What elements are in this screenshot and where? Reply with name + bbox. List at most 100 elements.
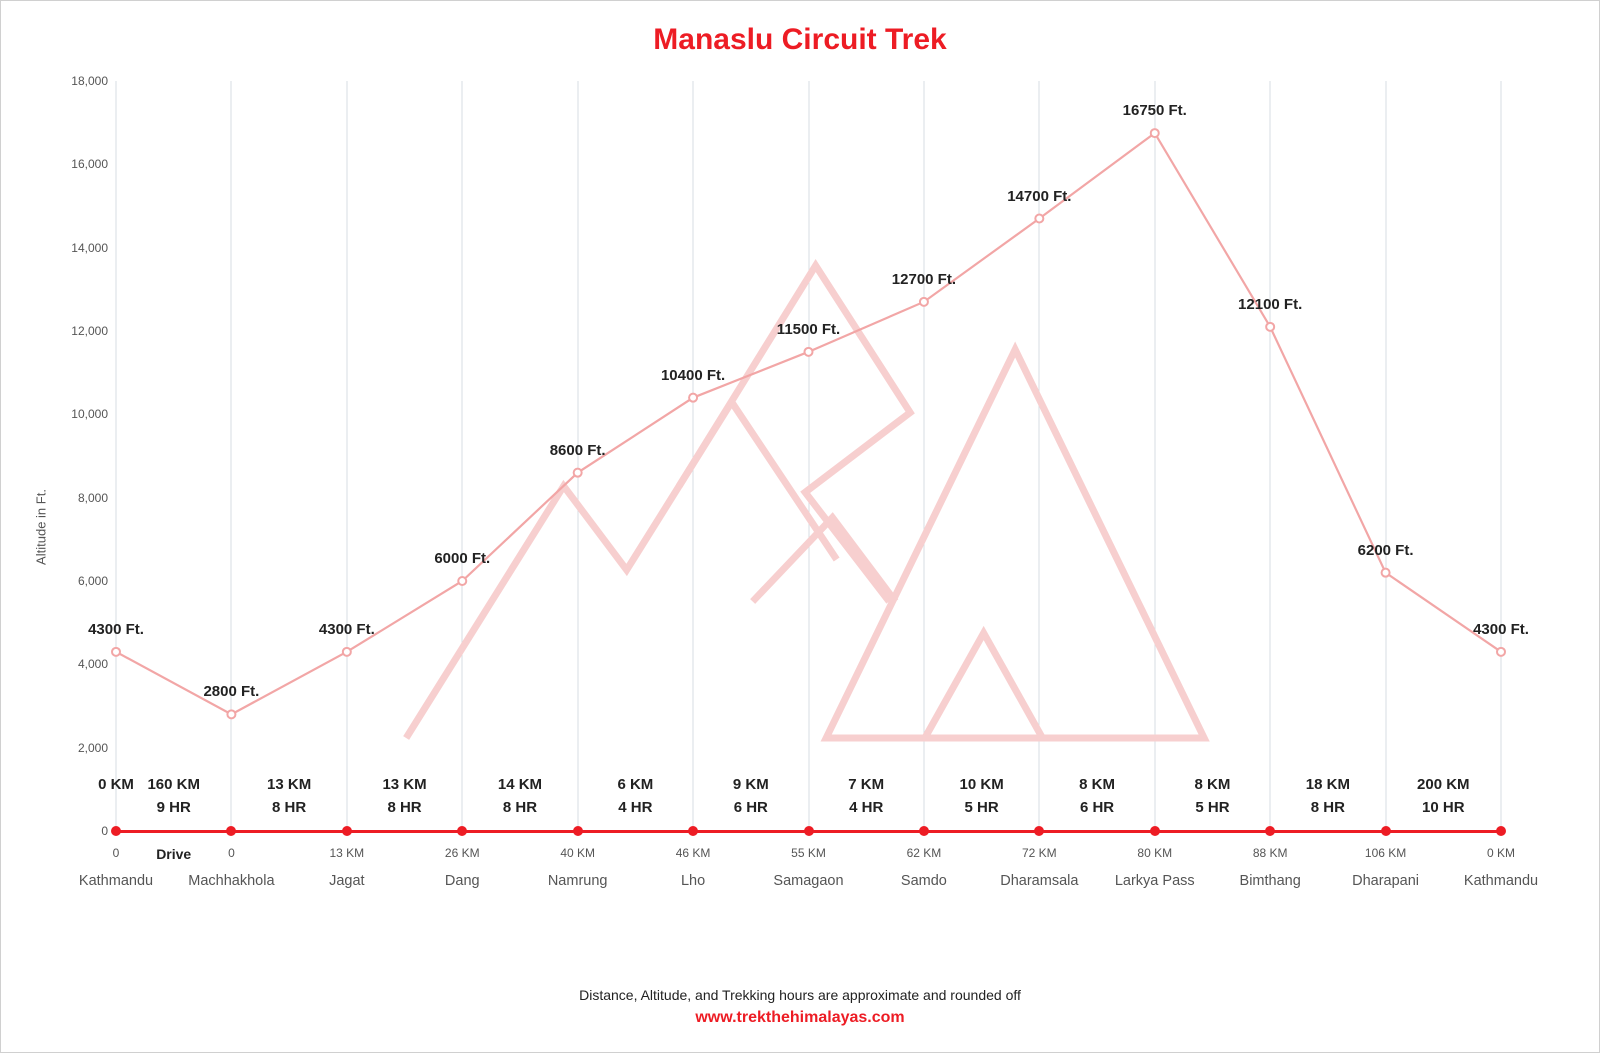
segment-hours-label: 4 HR — [849, 799, 883, 816]
altitude-label: 12700 Ft. — [892, 271, 956, 288]
baseline-dot — [1265, 826, 1275, 836]
baseline-dot — [573, 826, 583, 836]
altitude-point — [920, 298, 928, 306]
cumulative-distance-label: 46 KM — [676, 846, 711, 860]
baseline-dot — [919, 826, 929, 836]
segment-distance-label: 0 KM — [98, 776, 134, 793]
segment-hours-label: 5 HR — [1195, 799, 1229, 816]
segment-hours-label: 6 HR — [734, 799, 768, 816]
segment-hours-label: 8 HR — [387, 799, 421, 816]
altitude-label: 14700 Ft. — [1007, 188, 1071, 205]
altitude-label: 4300 Ft. — [88, 621, 144, 638]
altitude-point — [1497, 648, 1505, 656]
y-tick-label: 2,000 — [78, 741, 116, 755]
segment-hours-label: 8 HR — [1311, 799, 1345, 816]
segment-distance-label: 9 KM — [733, 776, 769, 793]
baseline-dot — [226, 826, 236, 836]
altitude-point — [1266, 323, 1274, 331]
altitude-point — [112, 648, 120, 656]
location-label: Samagaon — [773, 873, 843, 889]
location-label: Jagat — [329, 873, 364, 889]
altitude-point — [574, 469, 582, 477]
footer-url: www.trekthehimalayas.com — [1, 1009, 1599, 1027]
cumulative-distance-label: 88 KM — [1253, 846, 1288, 860]
baseline-dot — [804, 826, 814, 836]
cumulative-distance-label: 0 — [113, 846, 120, 860]
cumulative-distance-label: 55 KM — [791, 846, 826, 860]
watermark-path — [679, 266, 910, 602]
location-label: Dang — [445, 873, 480, 889]
altitude-label: 2800 Ft. — [203, 683, 259, 700]
location-label: Samdo — [901, 873, 947, 889]
y-tick-label: 16,000 — [71, 157, 116, 171]
baseline-dot — [457, 826, 467, 836]
altitude-label: 4300 Ft. — [1473, 621, 1529, 638]
altitude-point — [1035, 215, 1043, 223]
segment-distance-label: 7 KM — [848, 776, 884, 793]
altitude-point — [805, 348, 813, 356]
location-label: Larkya Pass — [1115, 873, 1195, 889]
drive-label: Drive — [156, 846, 191, 862]
watermark-path — [753, 518, 896, 602]
line-overlay — [116, 81, 1501, 831]
cumulative-distance-label: 80 KM — [1137, 846, 1172, 860]
segment-distance-label: 6 KM — [617, 776, 653, 793]
location-label: Dharamsala — [1000, 873, 1078, 889]
chart-title: Manaslu Circuit Trek — [1, 23, 1599, 57]
watermark-path — [925, 633, 1043, 738]
segment-hours-label: 8 HR — [272, 799, 306, 816]
y-tick-label: 14,000 — [71, 241, 116, 255]
segment-hours-label: 8 HR — [503, 799, 537, 816]
cumulative-distance-label: 106 KM — [1365, 846, 1406, 860]
baseline-dot — [1034, 826, 1044, 836]
segment-distance-label: 8 KM — [1079, 776, 1115, 793]
altitude-point — [1382, 569, 1390, 577]
footer: Distance, Altitude, and Trekking hours a… — [1, 987, 1599, 1027]
altitude-label: 4300 Ft. — [319, 621, 375, 638]
y-tick-label: 4,000 — [78, 657, 116, 671]
baseline-dot — [688, 826, 698, 836]
cumulative-distance-label: 72 KM — [1022, 846, 1057, 860]
altitude-label: 11500 Ft. — [777, 321, 840, 338]
location-label: Namrung — [548, 873, 608, 889]
chart-frame: Manaslu Circuit Trek Altitude in Ft. 02,… — [0, 0, 1600, 1053]
cumulative-distance-label: 0 KM — [1487, 846, 1515, 860]
cumulative-distance-label: 26 KM — [445, 846, 480, 860]
location-label: Kathmandu — [1464, 873, 1538, 889]
altitude-point — [227, 710, 235, 718]
y-tick-label: 6,000 — [78, 574, 116, 588]
location-label: Machhakhola — [188, 873, 274, 889]
altitude-label: 6200 Ft. — [1358, 542, 1414, 559]
segment-distance-label: 8 KM — [1195, 776, 1231, 793]
altitude-point — [343, 648, 351, 656]
cumulative-distance-label: 62 KM — [907, 846, 942, 860]
y-tick-label: 8,000 — [78, 491, 116, 505]
cumulative-distance-label: 0 — [228, 846, 235, 860]
segment-hours-label: 5 HR — [965, 799, 999, 816]
location-label: Dharapani — [1352, 873, 1419, 889]
altitude-label: 10400 Ft. — [661, 367, 725, 384]
plot-area: 02,0004,0006,0008,00010,00012,00014,0001… — [116, 81, 1501, 831]
altitude-label: 8600 Ft. — [550, 442, 606, 459]
segment-distance-label: 13 KM — [267, 776, 311, 793]
y-tick-label: 18,000 — [71, 74, 116, 88]
location-label: Bimthang — [1240, 873, 1301, 889]
watermark-path — [406, 402, 837, 738]
baseline-dot — [1150, 826, 1160, 836]
altitude-label: 6000 Ft. — [434, 550, 490, 567]
segment-distance-label: 200 KM — [1417, 776, 1470, 793]
location-label: Kathmandu — [79, 873, 153, 889]
baseline-dot — [1381, 826, 1391, 836]
altitude-label: 16750 Ft. — [1123, 102, 1187, 119]
footer-note: Distance, Altitude, and Trekking hours a… — [579, 987, 1021, 1003]
altitude-point — [458, 577, 466, 585]
altitude-point — [1151, 129, 1159, 137]
altitude-point — [689, 394, 697, 402]
segment-distance-label: 13 KM — [382, 776, 426, 793]
segment-hours-label: 10 HR — [1422, 799, 1465, 816]
y-axis-label: Altitude in Ft. — [34, 489, 49, 565]
segment-distance-label: 10 KM — [960, 776, 1004, 793]
segment-distance-label: 18 KM — [1306, 776, 1350, 793]
segment-distance-label: 160 KM — [147, 776, 200, 793]
cumulative-distance-label: 40 KM — [560, 846, 595, 860]
